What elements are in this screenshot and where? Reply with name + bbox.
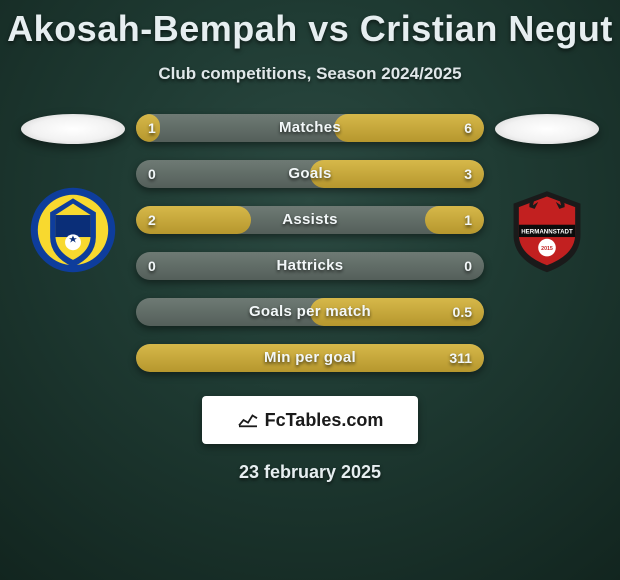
- stat-label: Min per goal: [136, 344, 484, 372]
- shield-red-black-icon: HERMANNSTADT 2015: [503, 186, 591, 274]
- subtitle: Club competitions, Season 2024/2025: [0, 64, 620, 84]
- stat-bar: Min per goal311: [136, 344, 484, 372]
- fctables-logo-icon: [237, 411, 259, 429]
- stat-bar: 2Assists1: [136, 206, 484, 234]
- page-title: Akosah-Bempah vs Cristian Negut: [0, 0, 620, 50]
- stat-label: Assists: [136, 206, 484, 234]
- stat-bar: 0Hattricks0: [136, 252, 484, 280]
- stat-value-right: 3: [464, 160, 472, 188]
- banner-text: HERMANNSTADT: [521, 229, 573, 236]
- right-team-badge: HERMANNSTADT 2015: [503, 186, 591, 274]
- stat-value-right: 1: [464, 206, 472, 234]
- stat-label: Hattricks: [136, 252, 484, 280]
- badge-year: 2015: [541, 246, 553, 252]
- content: Akosah-Bempah vs Cristian Negut Club com…: [0, 0, 620, 580]
- stat-bar: Goals per match0.5: [136, 298, 484, 326]
- stat-bars: 1Matches60Goals32Assists10Hattricks0Goal…: [136, 114, 484, 372]
- watermark: FcTables.com: [202, 396, 418, 444]
- stat-value-right: 0: [464, 252, 472, 280]
- stat-label: Matches: [136, 114, 484, 142]
- comparison-panel: 1Matches60Goals32Assists10Hattricks0Goal…: [0, 114, 620, 372]
- right-player-column: HERMANNSTADT 2015: [492, 114, 602, 274]
- stat-value-right: 311: [449, 344, 472, 372]
- stat-bar: 1Matches6: [136, 114, 484, 142]
- shield-blue-yellow-icon: [29, 186, 117, 274]
- left-team-badge: [29, 186, 117, 274]
- date-label: 23 february 2025: [0, 462, 620, 483]
- stat-value-right: 6: [464, 114, 472, 142]
- stat-label: Goals per match: [136, 298, 484, 326]
- left-player-column: [18, 114, 128, 274]
- right-player-slot: [495, 114, 599, 144]
- stat-bar: 0Goals3: [136, 160, 484, 188]
- stat-label: Goals: [136, 160, 484, 188]
- watermark-text: FcTables.com: [265, 410, 384, 431]
- stat-value-right: 0.5: [453, 298, 472, 326]
- left-player-slot: [21, 114, 125, 144]
